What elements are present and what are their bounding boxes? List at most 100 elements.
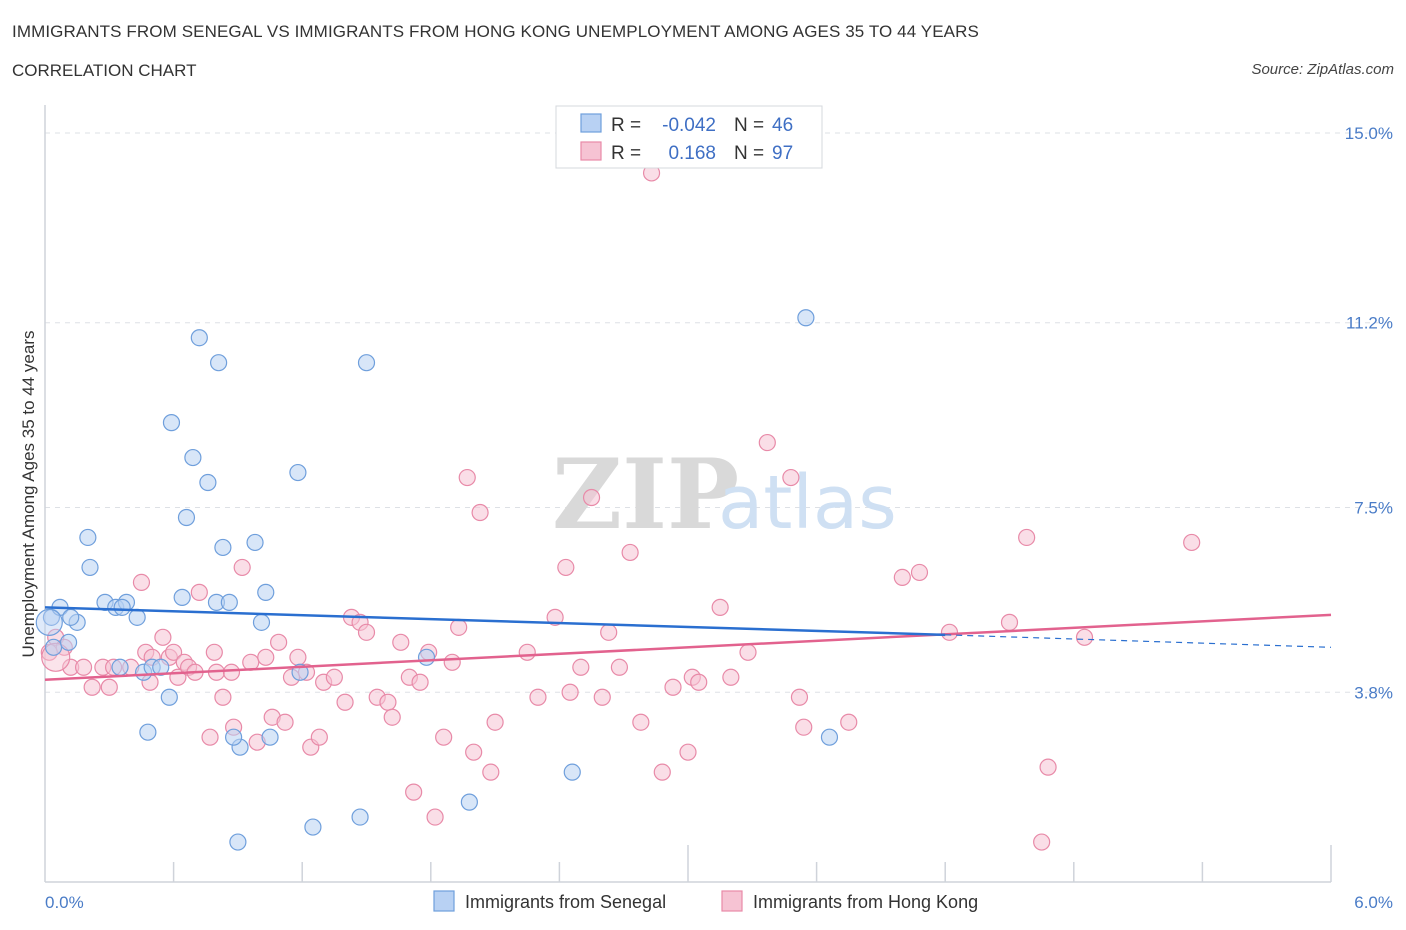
watermark-zip: ZIP — [552, 438, 739, 551]
x-tick-label-min: 0.0% — [45, 893, 84, 912]
trend-line-hongkong — [44, 613, 1332, 682]
hongkong-point — [154, 628, 172, 646]
y-axis-label: Unemployment Among Ages 35 to 44 years — [19, 331, 38, 658]
hongkong-point — [940, 623, 959, 641]
bottom-legend: Immigrants from Senegal Immigrants from … — [433, 890, 978, 912]
senegal-point — [304, 818, 322, 836]
hongkong-point — [165, 643, 183, 661]
chart-title: IMMIGRANTS FROM SENEGAL VS IMMIGRANTS FR… — [12, 22, 979, 41]
senegal-point — [177, 508, 196, 527]
legend-r-value-hongkong: 0.168 — [668, 143, 716, 164]
senegal-point — [190, 329, 208, 347]
senegal-point — [59, 633, 78, 651]
hongkong-point — [471, 503, 489, 522]
hongkong-point — [1183, 533, 1201, 552]
senegal-point — [563, 763, 581, 781]
hongkong-point — [893, 568, 911, 587]
watermark: ZIP atlas — [552, 438, 897, 551]
hongkong-point — [782, 468, 800, 487]
bottom-legend-swatch-hongkong — [721, 890, 743, 912]
hongkong-point — [711, 598, 729, 616]
hongkong-point — [621, 543, 639, 562]
legend-r-label-hongkong: R = — [611, 143, 641, 164]
senegal-point — [113, 598, 131, 616]
hongkong-point — [1039, 758, 1057, 776]
senegal-points — [35, 309, 839, 851]
hongkong-point — [100, 678, 118, 696]
hongkong-point — [83, 678, 101, 696]
source-label: Source: ZipAtlas.com — [1251, 61, 1394, 78]
hongkong-point — [795, 718, 813, 736]
hongkong-point — [310, 728, 328, 746]
hongkong-point — [233, 558, 251, 577]
senegal-point — [460, 793, 478, 811]
hongkong-point — [1000, 613, 1019, 631]
hongkong-point — [74, 658, 93, 676]
hongkong-point — [383, 708, 401, 726]
legend-n-value-hongkong: 97 — [772, 143, 793, 164]
senegal-point — [184, 448, 202, 467]
watermark-atlas: atlas — [718, 460, 897, 546]
hongkong-point — [1033, 833, 1051, 851]
hongkong-point — [561, 683, 579, 701]
hongkong-points — [40, 164, 1201, 851]
senegal-point — [357, 354, 376, 372]
senegal-point — [62, 608, 80, 626]
hongkong-point — [610, 658, 629, 676]
trend-lines — [44, 606, 1332, 682]
bottom-legend-swatch-senegal — [433, 890, 455, 912]
x-end-labels: 0.0% 6.0% — [45, 893, 1393, 912]
hongkong-point — [379, 693, 397, 711]
senegal-point — [229, 833, 247, 851]
hongkong-point — [132, 573, 151, 592]
hongkong-point — [405, 783, 423, 801]
senegal-point — [257, 583, 275, 601]
hongkong-point — [222, 663, 241, 681]
senegal-point — [152, 658, 170, 676]
legend-r-value-senegal: -0.042 — [662, 115, 716, 136]
hongkong-point — [465, 743, 483, 761]
bottom-legend-label-hongkong: Immigrants from Hong Kong — [753, 892, 978, 912]
hongkong-point — [201, 728, 219, 746]
senegal-point — [81, 558, 99, 577]
senegal-point — [35, 608, 63, 636]
senegal-point — [162, 414, 181, 432]
legend-swatch-senegal — [580, 113, 602, 133]
senegal-point — [351, 808, 369, 826]
legend-n-label-hongkong: N = — [734, 143, 764, 164]
hongkong-point — [1018, 528, 1036, 547]
hongkong-point — [426, 808, 444, 826]
trend-line-senegal-extension — [945, 634, 1332, 648]
y-tick-label: 3.8% — [1354, 683, 1393, 702]
hongkong-point — [739, 643, 757, 661]
hongkong-point — [325, 668, 343, 686]
hongkong-point — [572, 658, 590, 676]
hongkong-point — [600, 623, 618, 641]
chart-subtitle: CORRELATION CHART — [12, 61, 197, 80]
hongkong-point — [289, 648, 307, 666]
senegal-point — [220, 593, 238, 611]
legend-swatch-hongkong — [580, 141, 602, 161]
hongkong-point — [190, 583, 208, 601]
legend-n-value-senegal: 46 — [772, 115, 793, 136]
hongkong-point — [1075, 628, 1094, 646]
senegal-point — [44, 638, 63, 656]
hongkong-point — [632, 713, 650, 731]
hongkong-point — [392, 633, 410, 651]
hongkong-point — [482, 763, 500, 781]
senegal-point — [111, 658, 129, 676]
senegal-point — [210, 354, 228, 372]
senegal-point — [820, 728, 839, 746]
senegal-point — [261, 728, 279, 746]
hongkong-point — [840, 713, 858, 731]
hongkong-point — [214, 688, 232, 706]
hongkong-point — [486, 713, 504, 731]
y-tick-label: 7.5% — [1354, 499, 1393, 518]
senegal-point — [160, 688, 178, 706]
hongkong-point — [257, 648, 275, 666]
hongkong-point — [593, 688, 611, 706]
trend-line-senegal — [44, 606, 946, 637]
hongkong-point — [758, 433, 776, 452]
senegal-point — [797, 309, 815, 327]
